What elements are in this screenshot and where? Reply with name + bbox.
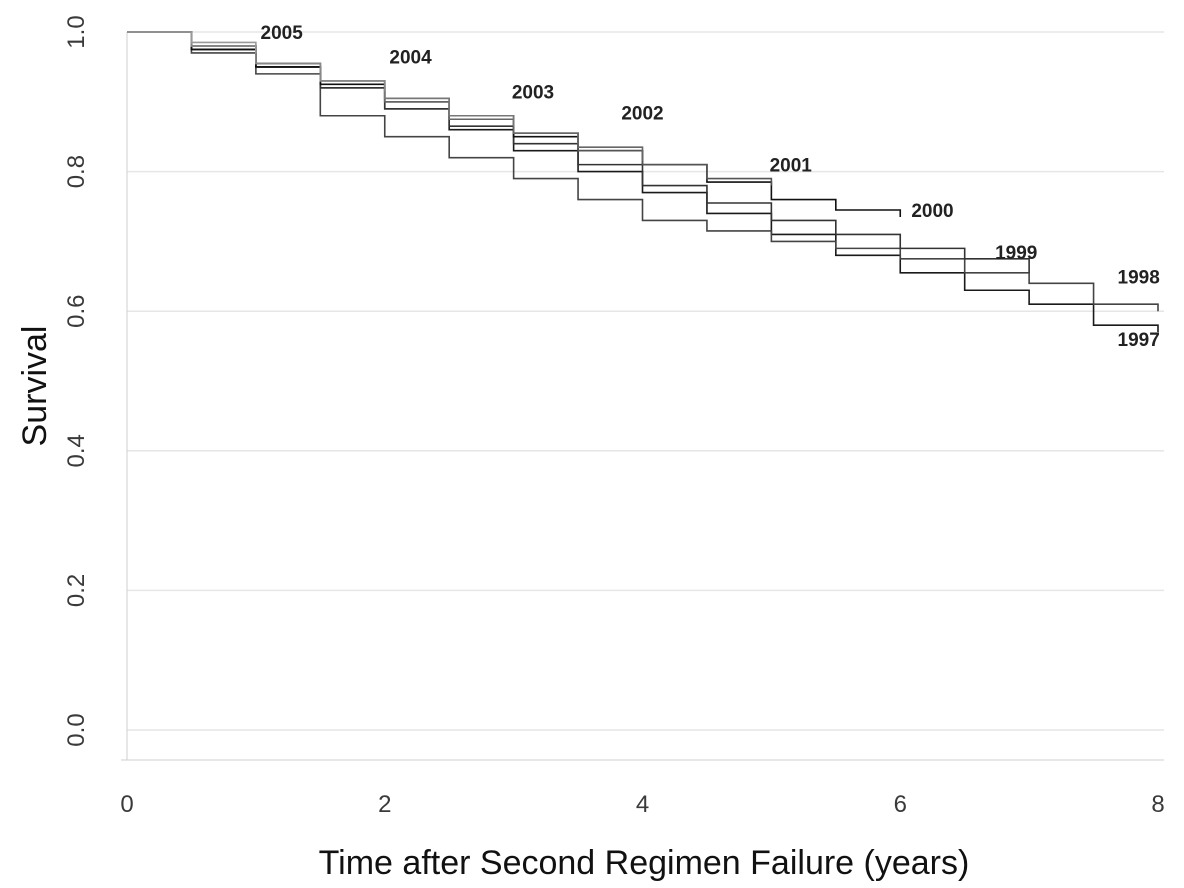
x-tick-label: 4 [636,791,649,818]
series-labels: 2005 2004 2003 2002 2001 2000 1999 1998 1997 [261,23,1160,351]
y-tick-label: 0.0 [63,713,90,746]
series-line-1999 [127,31,1030,273]
x-axis-title: Time after Second Regimen Failure (years… [319,844,970,882]
series-label-1998: 1998 [1118,267,1160,288]
x-tick-label: 8 [1151,791,1164,818]
y-tick-label: 0.2 [63,574,90,607]
series-label-1999: 1999 [995,243,1037,264]
x-tick-label: 2 [378,791,391,818]
x-tick-label: 0 [120,791,133,818]
y-tick-label: 0.6 [63,295,90,328]
y-tick-label: 1.0 [63,15,90,48]
series-label-2001: 2001 [770,156,813,177]
y-tick-label: 0.8 [63,155,90,188]
x-tick-label: 6 [894,791,907,818]
series-line-2004 [127,31,386,92]
axes: 0.0 0.2 0.4 0.6 0.8 1.0 0 2 4 6 8 [63,15,1165,818]
series-label-2003: 2003 [512,82,554,103]
series-label-2005: 2005 [261,23,304,44]
series-label-2000: 2000 [911,201,953,222]
y-axis-title: Survival [16,326,54,447]
y-tick-label: 0.4 [63,434,90,467]
series-line-2005 [127,31,257,53]
series-lines [127,31,1159,333]
series-label-2004: 2004 [389,47,432,68]
series-line-2000 [127,31,902,217]
grid-lines [127,31,1164,731]
series-label-1997: 1997 [1118,330,1160,351]
series-label-2002: 2002 [621,103,663,124]
